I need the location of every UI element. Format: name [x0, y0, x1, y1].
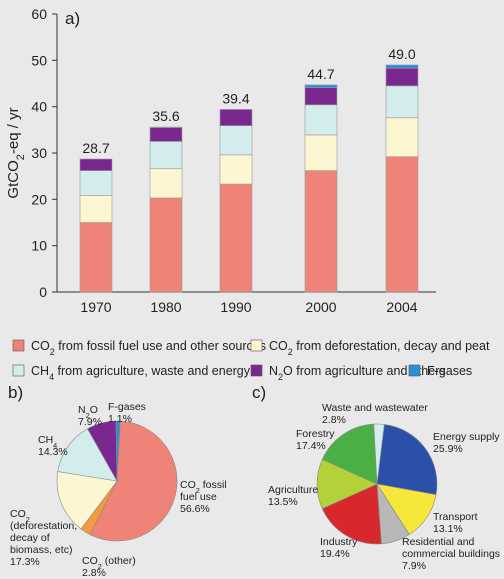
bar-segment [385, 85, 419, 119]
pie-slice-label: 17.4% [296, 440, 326, 452]
pie-slice-label: CH4 [38, 434, 57, 450]
pie-slice-label: 19.4% [320, 548, 350, 560]
bar-segment [79, 195, 113, 223]
pie-slice-label: Industry [320, 536, 358, 548]
bar-total-label: 44.7 [307, 66, 334, 82]
pie-slice-label: Energy supply [433, 431, 500, 443]
x-tick-label: 1990 [220, 299, 251, 315]
stacked-bar-chart: 0 10 20 30 40 50 60 GtCO2-eq / yr a) 28.7 1970 35.6… [5, 6, 436, 315]
bar-total-label: 35.6 [152, 108, 179, 124]
x-tick-label: 2004 [386, 299, 417, 315]
pie-slice-label: Forestry [296, 428, 335, 440]
bar-segment [304, 134, 338, 171]
pie-slice-label: 14.3% [38, 446, 68, 458]
panel-label: a) [65, 9, 80, 28]
bar-segment [219, 125, 253, 156]
pie-slice [373, 423, 385, 485]
pie-slice [376, 424, 438, 496]
pie-slice-label: 2.8% [82, 567, 106, 579]
legend-swatch [250, 364, 263, 377]
pie-slice [89, 420, 178, 542]
bar-segment [219, 154, 253, 185]
bar-segment [79, 158, 113, 171]
pie-slice-label: CO2 fossil [180, 479, 227, 495]
bar-total-label: 39.4 [222, 90, 249, 106]
pie-slice-label: 13.1% [433, 523, 463, 535]
pie-slice-label: Transport [433, 511, 478, 523]
pie-slice-label: (deforestation, [10, 520, 77, 532]
bar-segment [219, 109, 253, 126]
y-tick-label: 60 [31, 6, 47, 22]
pie-slice [115, 420, 121, 482]
y-tick-label: 50 [31, 52, 47, 68]
x-tick-label: 2000 [305, 299, 336, 315]
pie-slice-label: 1.1% [108, 413, 132, 425]
pie-slice [57, 428, 118, 482]
legend-swatch [250, 339, 263, 352]
bar-segment [219, 183, 253, 293]
pie-slice-label: CO2 (other) [82, 555, 136, 571]
pie-slice [321, 483, 382, 545]
x-tick-label: 1980 [150, 299, 181, 315]
pie-slice-label: 17.3% [10, 556, 40, 568]
legend-label: CH4 from agriculture, waste and energy [31, 364, 251, 382]
y-tick-label: 30 [31, 145, 47, 161]
y-tick-label: 20 [31, 191, 47, 207]
bar-chart-legend: CO2 from fossil fuel use and other sourc… [12, 339, 490, 382]
pie-slice-label: Agriculture [268, 484, 318, 496]
pie-slice [56, 471, 118, 530]
y-tick-label: 40 [31, 99, 47, 115]
pie-slice-label: 25.9% [433, 443, 463, 455]
pie-slice [321, 423, 378, 485]
legend-label: CO2 from deforestation, decay and peat [269, 339, 490, 357]
panel-label: b) [8, 383, 23, 402]
legend-swatch [408, 364, 421, 377]
pie-slice-label: CO2 [10, 508, 30, 524]
pie-slice-label: biomass, etc) [10, 544, 72, 556]
pie-slice-label: 2.8% [322, 414, 346, 426]
bar-segment [149, 197, 183, 293]
pie-slice-label: N2O [78, 404, 98, 420]
pie-slice-label: 7.9% [402, 560, 426, 572]
pie-slice-label: Residential and [402, 536, 475, 548]
bar-segment [79, 170, 113, 196]
panel-label: c) [252, 383, 266, 402]
pie-slice-label: decay of [10, 532, 50, 544]
bar-segment [385, 117, 419, 158]
y-axis-title: GtCO2-eq / yr [5, 107, 27, 198]
pie-slice-label: fuel use [180, 491, 217, 503]
y-tick-label: 10 [31, 238, 47, 254]
legend-label: F-gases [427, 364, 472, 378]
bar-segment [304, 170, 338, 293]
bar-segment [304, 87, 338, 106]
bar-segment [149, 127, 183, 142]
bar-segment [79, 222, 113, 293]
pie-slice-label: commercial buildings [402, 548, 500, 560]
bar-total-label: 28.7 [82, 140, 109, 156]
bar-segment [304, 84, 338, 88]
x-tick-label: 1970 [80, 299, 111, 315]
bar-segment [149, 141, 183, 170]
bar-segment [385, 156, 419, 293]
pie-slice-label: Waste and wastewater [322, 402, 428, 414]
pie-slice-label: 7.9% [78, 416, 102, 428]
legend-label: CO2 from fossil fuel use and other sourc… [31, 339, 266, 357]
bar-total-label: 49.0 [388, 46, 415, 62]
legend-swatch [12, 339, 25, 352]
pie-slice-label: 56.6% [180, 503, 210, 515]
bar-segment [385, 64, 419, 69]
bar-segment [304, 104, 338, 136]
y-tick-label: 0 [39, 284, 47, 300]
bar-segment [149, 168, 183, 199]
pie-slice-label: 13.5% [268, 496, 298, 508]
bar-segment [385, 67, 419, 87]
legend-label: N2O from agriculture and others [269, 364, 446, 382]
pie-slice-label: F-gases [108, 401, 146, 413]
legend-swatch [12, 364, 25, 377]
